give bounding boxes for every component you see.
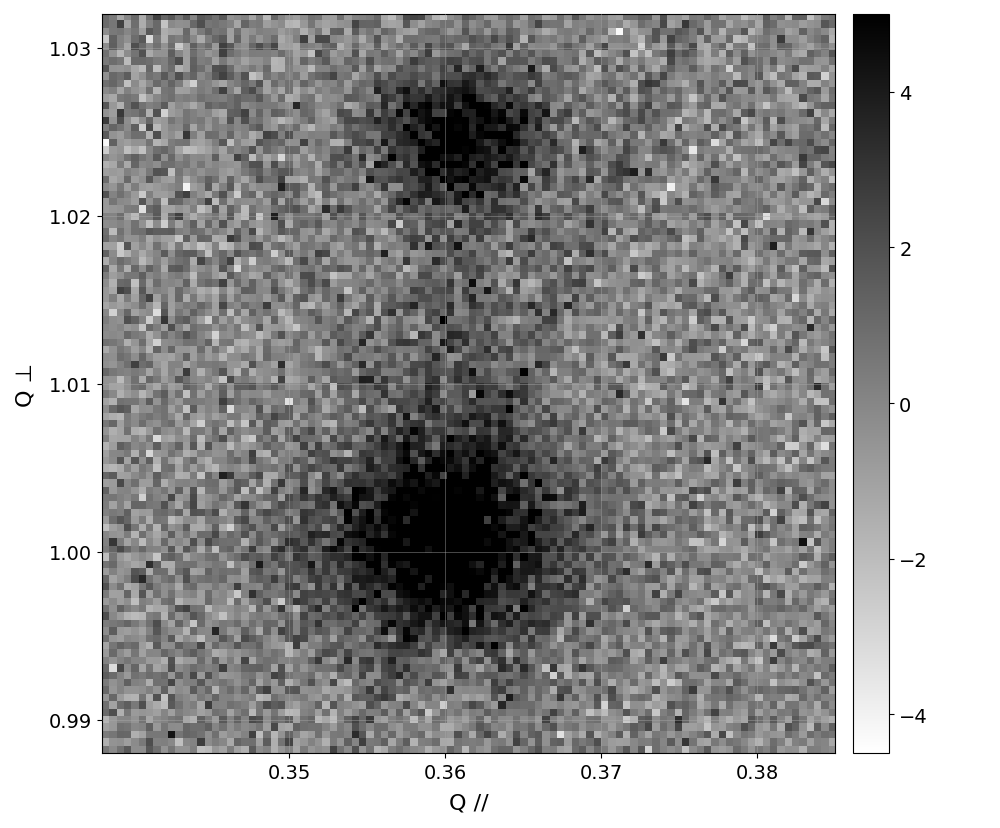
Y-axis label: Q ⊥: Q ⊥ bbox=[15, 362, 35, 406]
X-axis label: Q //: Q // bbox=[449, 793, 488, 813]
